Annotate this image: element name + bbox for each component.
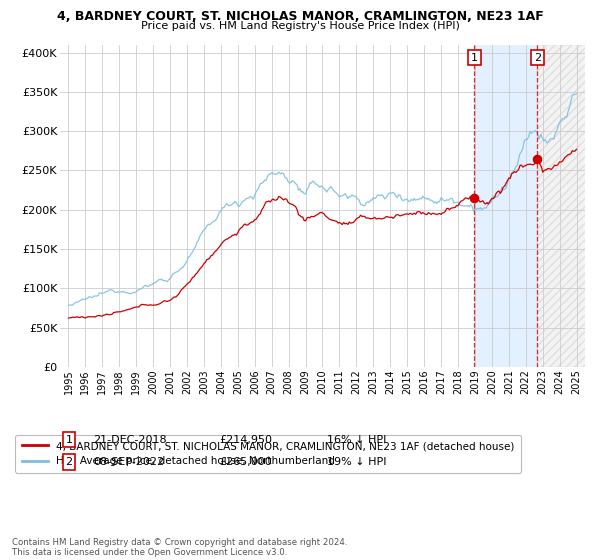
Point <box>533 154 542 163</box>
Text: Contains HM Land Registry data © Crown copyright and database right 2024.
This d: Contains HM Land Registry data © Crown c… <box>12 538 347 557</box>
Text: 4, BARDNEY COURT, ST. NICHOLAS MANOR, CRAMLINGTON, NE23 1AF: 4, BARDNEY COURT, ST. NICHOLAS MANOR, CR… <box>56 10 544 23</box>
Text: 19% ↓ HPI: 19% ↓ HPI <box>327 457 386 467</box>
Text: 21-DEC-2018: 21-DEC-2018 <box>93 435 167 445</box>
Text: 2: 2 <box>65 457 73 467</box>
Point <box>470 194 479 203</box>
Text: 16% ↓ HPI: 16% ↓ HPI <box>327 435 386 445</box>
Legend: 4, BARDNEY COURT, ST. NICHOLAS MANOR, CRAMLINGTON, NE23 1AF (detached house), HP: 4, BARDNEY COURT, ST. NICHOLAS MANOR, CR… <box>16 435 521 473</box>
Text: 1: 1 <box>65 435 73 445</box>
Text: £265,000: £265,000 <box>219 457 272 467</box>
Bar <box>538 45 593 367</box>
Text: Price paid vs. HM Land Registry's House Price Index (HPI): Price paid vs. HM Land Registry's House … <box>140 21 460 31</box>
Text: 2: 2 <box>534 53 541 63</box>
Text: 08-SEP-2022: 08-SEP-2022 <box>93 457 164 467</box>
Bar <box>475 45 538 367</box>
Text: 1: 1 <box>471 53 478 63</box>
Text: £214,950: £214,950 <box>219 435 272 445</box>
